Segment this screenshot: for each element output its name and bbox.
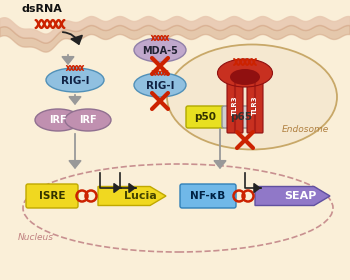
Text: RIG-I: RIG-I	[146, 81, 174, 91]
Text: MDA-5: MDA-5	[142, 46, 178, 56]
FancyBboxPatch shape	[222, 106, 260, 128]
Text: TLR3: TLR3	[252, 95, 258, 115]
Text: Nucleus: Nucleus	[18, 233, 54, 242]
Text: IRF: IRF	[49, 115, 67, 125]
Ellipse shape	[65, 109, 111, 131]
Text: SEAP: SEAP	[284, 191, 316, 201]
Text: dsRNA: dsRNA	[22, 4, 63, 14]
Text: IRF: IRF	[79, 115, 97, 125]
Text: p65: p65	[230, 112, 252, 122]
FancyBboxPatch shape	[186, 106, 224, 128]
Ellipse shape	[134, 38, 186, 62]
Text: NF-κB: NF-κB	[190, 191, 226, 201]
Ellipse shape	[46, 68, 104, 92]
Ellipse shape	[167, 45, 337, 150]
FancyBboxPatch shape	[26, 184, 78, 208]
Text: p50: p50	[194, 112, 216, 122]
FancyArrow shape	[98, 186, 166, 206]
FancyBboxPatch shape	[227, 76, 243, 133]
Ellipse shape	[134, 73, 186, 97]
Ellipse shape	[217, 59, 273, 87]
Text: RIG-I: RIG-I	[61, 76, 89, 86]
FancyArrow shape	[255, 186, 330, 206]
Text: Lucia: Lucia	[124, 191, 156, 201]
Ellipse shape	[230, 69, 260, 85]
Ellipse shape	[35, 109, 81, 131]
Text: TLR3: TLR3	[232, 95, 238, 115]
FancyBboxPatch shape	[180, 184, 236, 208]
FancyBboxPatch shape	[247, 76, 263, 133]
Text: Endosome: Endosome	[281, 125, 329, 134]
Text: ISRE: ISRE	[39, 191, 65, 201]
